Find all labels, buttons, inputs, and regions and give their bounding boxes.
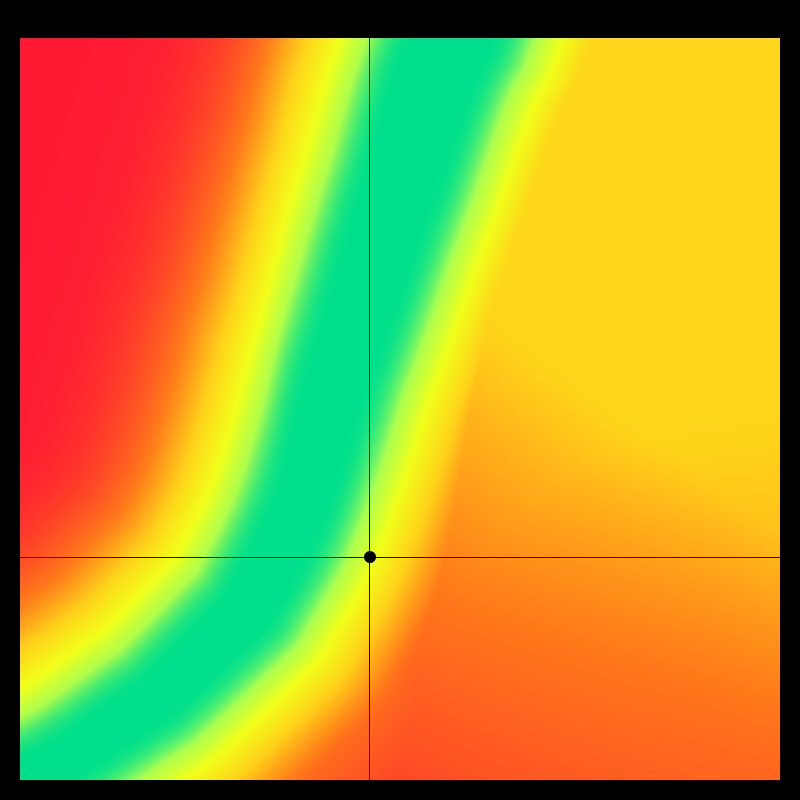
chart-frame: TheBottleneck.com [0, 0, 800, 800]
crosshair-vertical [369, 38, 370, 780]
border-bottom [0, 780, 800, 800]
marker-dot [364, 551, 376, 563]
border-left [0, 0, 20, 800]
border-right [780, 0, 800, 800]
crosshair-horizontal [20, 557, 780, 558]
heatmap-canvas [20, 38, 780, 780]
border-top [0, 0, 800, 38]
heatmap-plot [20, 38, 780, 780]
